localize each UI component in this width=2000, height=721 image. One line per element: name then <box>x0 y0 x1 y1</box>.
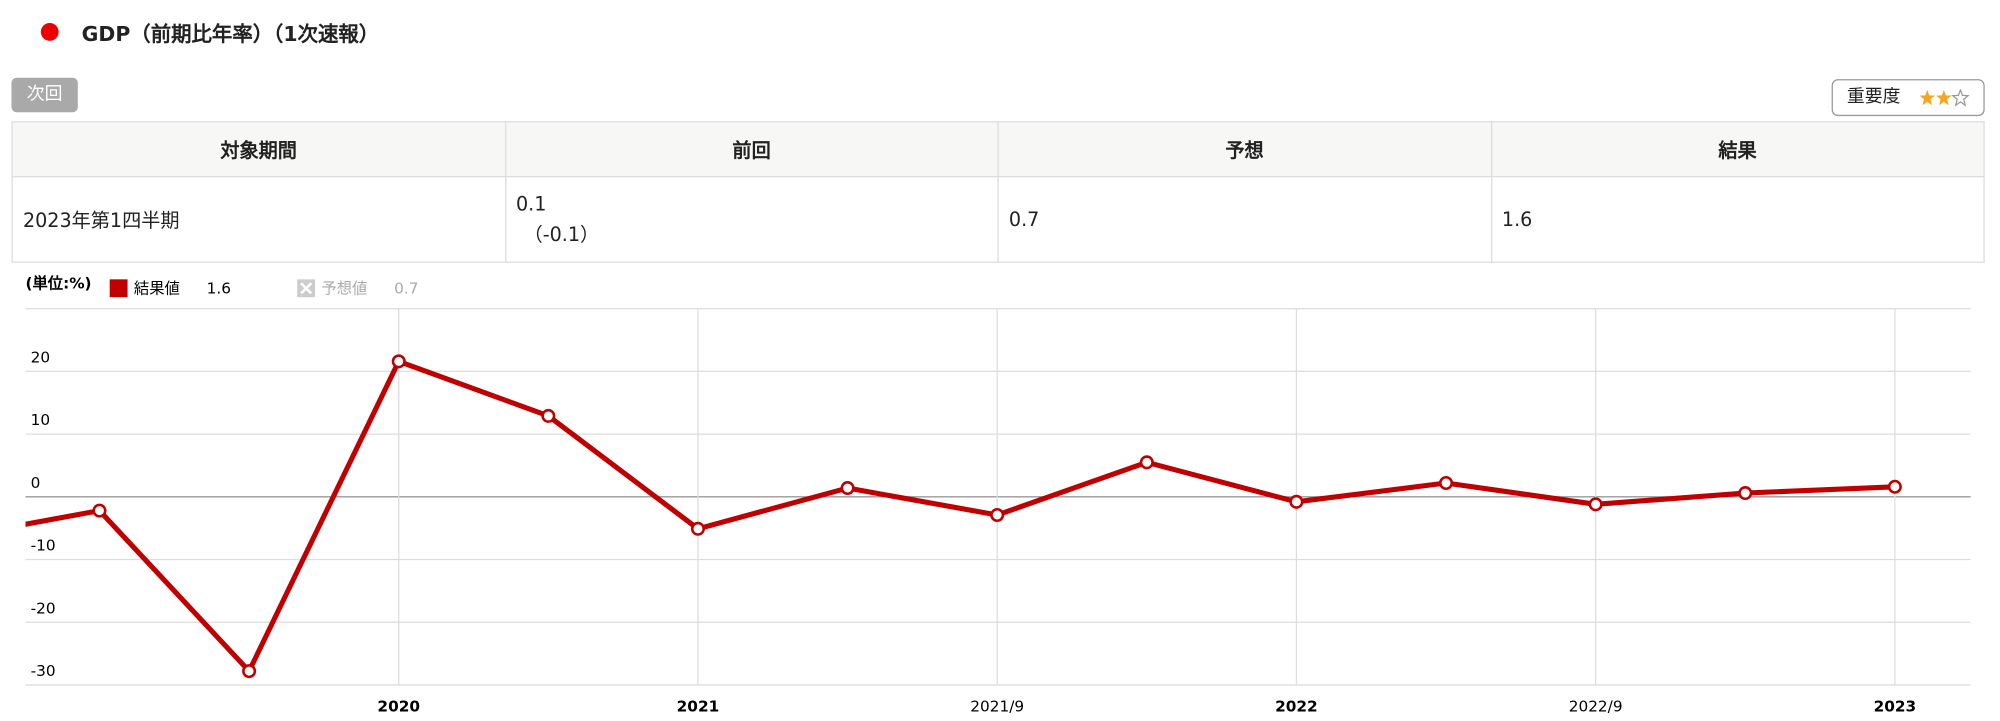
x-tick-label: 2022/9 <box>1569 698 1623 716</box>
previous-cell: 0.1 （-0.1） <box>504 176 999 263</box>
x-tick-label: 2021 <box>677 698 720 716</box>
y-tick-label: -10 <box>31 537 56 555</box>
chart: (単位:%) 結果値 1.6 予想値 0.7 -30-20-1001020202… <box>25 274 1971 716</box>
forecast-cell: 0.7 <box>997 176 1492 263</box>
data-point <box>391 354 406 369</box>
x-tick-label: 2021/9 <box>970 698 1024 716</box>
legend-value: 1.6 <box>207 279 231 297</box>
previous-value: 0.1 <box>515 191 547 215</box>
column-header: 前回 <box>504 121 999 178</box>
data-point <box>1588 497 1603 512</box>
x-tick-label: 2023 <box>1874 698 1917 716</box>
data-point <box>840 481 855 496</box>
data-point <box>990 507 1005 523</box>
legend-swatch <box>109 279 128 298</box>
data-point <box>690 521 705 536</box>
y-tick-label: 20 <box>31 348 50 366</box>
column-header: 対象期間 <box>11 121 506 178</box>
plot-area <box>25 354 1902 679</box>
y-tick-label: 0 <box>31 474 41 492</box>
x-tick-label: 2020 <box>377 698 420 716</box>
data-point <box>92 503 107 518</box>
x-tick-label: 2022 <box>1275 698 1318 716</box>
data-point <box>1738 486 1753 501</box>
legend-value: 0.7 <box>394 279 418 297</box>
data-point <box>1887 479 1902 494</box>
column-header: 予想 <box>997 121 1492 178</box>
data-table: 対象期間 前回 予想 結果 2023年第1四半期 0.1 （-0.1） 0.7 1… <box>11 121 1985 263</box>
legend-forecast-icon <box>297 279 316 298</box>
importance-box: 重要度 <box>1831 79 1985 117</box>
page-title: GDP（前期比年率）（1次速報） <box>81 21 380 46</box>
result-cell: 1.6 <box>1490 176 1985 263</box>
y-tick-label: 10 <box>31 411 50 429</box>
stars <box>1919 89 1970 107</box>
next-button[interactable]: 次回 <box>11 77 78 113</box>
revised-value: （-0.1） <box>523 222 600 246</box>
unit-label: (単位:%) <box>26 274 92 292</box>
importance-label: 重要度 <box>1846 86 1901 108</box>
legend-label: 結果値 <box>134 279 180 297</box>
y-tick-label: -20 <box>31 599 56 617</box>
data-point <box>242 664 257 679</box>
status-dot <box>40 22 59 41</box>
data-point <box>541 408 556 423</box>
data-point <box>1289 494 1304 509</box>
data-line <box>25 358 1895 674</box>
y-tick-label: -30 <box>31 662 56 680</box>
legend-label: 予想値 <box>321 279 367 297</box>
data-point <box>1139 455 1154 470</box>
data-point <box>1439 475 1454 491</box>
column-header: 結果 <box>1490 121 1985 178</box>
period-cell: 2023年第1四半期 <box>11 176 506 263</box>
